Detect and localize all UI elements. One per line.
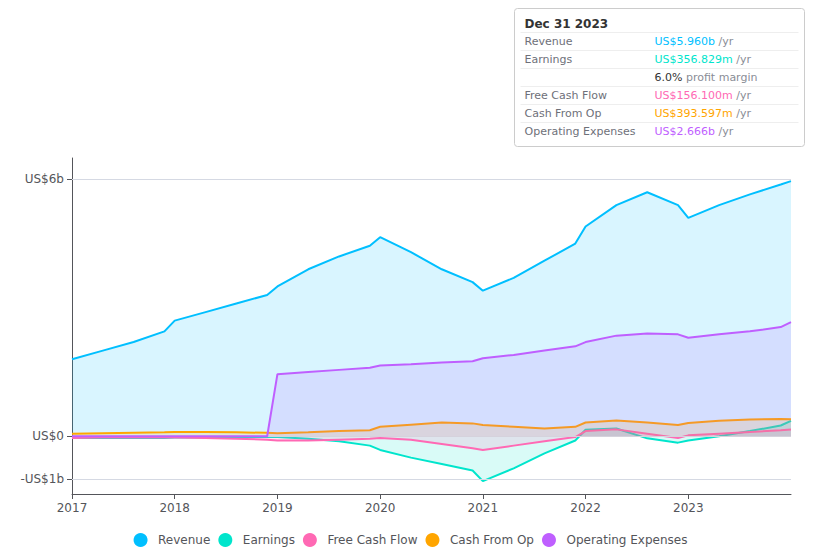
svg-text:2022: 2022 bbox=[570, 501, 601, 515]
svg-text:/yr: /yr bbox=[733, 107, 752, 120]
svg-text:Dec 31 2023: Dec 31 2023 bbox=[525, 17, 609, 31]
svg-text:US$356.829m: US$356.829m bbox=[655, 53, 733, 66]
svg-text:Earnings: Earnings bbox=[243, 533, 295, 547]
svg-text:/yr: /yr bbox=[733, 89, 752, 102]
svg-text:-US$1b: -US$1b bbox=[20, 472, 64, 486]
svg-text:/yr: /yr bbox=[715, 125, 734, 138]
svg-text:Earnings: Earnings bbox=[525, 53, 573, 66]
svg-text:US$0: US$0 bbox=[32, 429, 64, 443]
svg-text:Revenue: Revenue bbox=[158, 533, 210, 547]
svg-text:US$6b: US$6b bbox=[25, 172, 64, 186]
svg-text:Revenue: Revenue bbox=[525, 35, 573, 48]
svg-text:2018: 2018 bbox=[159, 501, 190, 515]
svg-text:Free Cash Flow: Free Cash Flow bbox=[327, 533, 417, 547]
svg-text:US$5.960b: US$5.960b bbox=[655, 35, 716, 48]
svg-text:US$2.666b: US$2.666b bbox=[655, 125, 716, 138]
svg-text:2019: 2019 bbox=[262, 501, 293, 515]
svg-text:profit margin: profit margin bbox=[682, 71, 757, 84]
svg-text:Operating Expenses: Operating Expenses bbox=[525, 125, 636, 138]
svg-text:Free Cash Flow: Free Cash Flow bbox=[525, 89, 608, 102]
svg-text:Operating Expenses: Operating Expenses bbox=[566, 533, 687, 547]
svg-text:US$156.100m: US$156.100m bbox=[655, 89, 733, 102]
svg-text:Cash From Op: Cash From Op bbox=[450, 533, 534, 547]
svg-text:Cash From Op: Cash From Op bbox=[525, 107, 602, 120]
svg-text:2017: 2017 bbox=[57, 501, 88, 515]
svg-text:6.0%: 6.0% bbox=[655, 71, 683, 84]
svg-text:2023: 2023 bbox=[673, 501, 704, 515]
svg-text:/yr: /yr bbox=[733, 53, 752, 66]
svg-text:2020: 2020 bbox=[365, 501, 396, 515]
svg-text:US$393.597m: US$393.597m bbox=[655, 107, 733, 120]
svg-text:/yr: /yr bbox=[715, 35, 734, 48]
svg-text:2021: 2021 bbox=[468, 501, 499, 515]
